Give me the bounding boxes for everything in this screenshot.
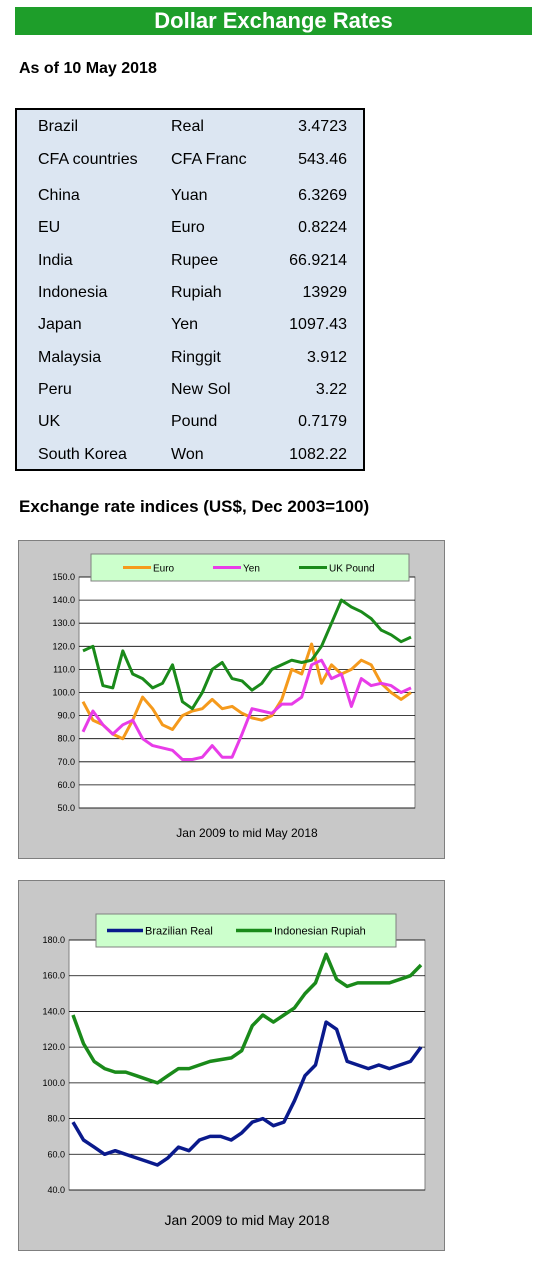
- y-tick-label: 90.0: [57, 711, 75, 721]
- rate-value: 1097.43: [289, 316, 347, 333]
- rate-row: Peru New Sol 3.22: [17, 375, 363, 407]
- rate-country: Indonesia: [38, 284, 108, 301]
- y-tick-label: 140.0: [52, 595, 75, 605]
- y-tick-label: 40.0: [47, 1185, 65, 1195]
- y-tick-label: 100.0: [52, 688, 75, 698]
- rate-value: 3.22: [315, 381, 347, 398]
- legend-label: Euro: [153, 564, 175, 575]
- series-line-euro: [81, 642, 412, 741]
- indices-title: Exchange rate indices (US$, Dec 2003=100…: [19, 497, 370, 516]
- rate-value: 66.9214: [289, 252, 347, 269]
- legend-label: Brazilian Real: [145, 926, 213, 938]
- y-tick-label: 80.0: [57, 734, 75, 744]
- series-line-uk-pound: [82, 598, 412, 711]
- rate-currency: Yen: [171, 316, 198, 333]
- rate-currency: Ringgit: [171, 349, 221, 366]
- y-tick-label: 130.0: [52, 618, 75, 628]
- rate-country: Japan: [38, 316, 82, 333]
- y-tick-label: 100.0: [42, 1078, 65, 1088]
- y-tick-label: 60.0: [47, 1149, 65, 1159]
- rate-row: CFA countries CFA Franc 543.46: [17, 145, 363, 177]
- rate-row: Japan Yen 1097.43: [17, 310, 363, 342]
- rate-currency: Pound: [171, 413, 218, 430]
- series-line-brazilian-real: [71, 1020, 423, 1167]
- rate-value: 3.4723: [298, 118, 347, 135]
- y-tick-label: 110.0: [53, 664, 75, 674]
- rate-value: 3.912: [306, 349, 347, 366]
- series-line-yen: [81, 658, 412, 761]
- rate-row: South Korea Won 1082.22: [17, 440, 363, 472]
- rate-country: India: [38, 252, 73, 269]
- y-tick-label: 160.0: [42, 971, 65, 981]
- y-tick-label: 120.0: [42, 1042, 65, 1052]
- chart-1-svg: 50.0 60.0 70.0 80.0 90.0 100.0 110.0 120.0 130.0…: [52, 553, 416, 840]
- x-axis-label: Jan 2009 to mid May 2018: [176, 826, 318, 840]
- rate-value: 1082.22: [289, 446, 347, 463]
- y-tick-label: 80.0: [47, 1114, 65, 1124]
- rate-country: Brazil: [38, 118, 79, 135]
- rate-currency: Real: [171, 118, 204, 135]
- chart-emerging-currencies: 40.0 60.0 80.0 100.0 120.0 140.0 160.0 180.0 Bra…: [18, 880, 445, 1251]
- rate-row: UK Pound 0.7179: [17, 407, 363, 439]
- page-banner: Dollar Exchange Rates: [15, 7, 532, 35]
- rate-row: Brazil Real 3.4723: [17, 112, 363, 144]
- rate-currency: Euro: [171, 219, 205, 236]
- rate-row: China Yuan 6.3269: [17, 181, 363, 213]
- y-tick-label: 50.0: [57, 803, 75, 813]
- rate-country: UK: [38, 413, 61, 430]
- rate-country: CFA countries: [38, 151, 138, 168]
- y-tick-label: 150.0: [52, 572, 75, 582]
- rate-country: China: [38, 187, 80, 204]
- legend-label: UK Pound: [329, 564, 375, 575]
- rate-country: Peru: [38, 381, 72, 398]
- rate-row: India Rupee 66.9214: [17, 246, 363, 278]
- rate-country: EU: [38, 219, 61, 236]
- rate-currency: Rupee: [171, 252, 219, 269]
- rate-country: South Korea: [38, 446, 127, 463]
- as-of-date: As of 10 May 2018: [19, 60, 157, 77]
- y-tick-label: 140.0: [42, 1006, 65, 1016]
- y-tick-label: 120.0: [52, 641, 75, 651]
- rate-value: 6.3269: [298, 187, 347, 204]
- chart-major-currencies: 50.0 60.0 70.0 80.0 90.0 100.0 110.0 120.0 130.0…: [18, 540, 445, 859]
- rate-country: Malaysia: [38, 349, 102, 366]
- rate-row: EU Euro 0.8224: [17, 213, 363, 245]
- legend-label: Indonesian Rupiah: [274, 926, 366, 938]
- rate-currency: New Sol: [171, 381, 231, 398]
- rate-currency: Rupiah: [171, 284, 222, 301]
- y-tick-label: 180.0: [42, 935, 65, 945]
- chart-2-svg: 40.0 60.0 80.0 100.0 120.0 140.0 160.0 180.0 Bra…: [42, 913, 426, 1228]
- y-tick-label: 70.0: [57, 757, 75, 767]
- rate-row: Indonesia Rupiah 13929: [17, 278, 363, 310]
- x-axis-label: Jan 2009 to mid May 2018: [165, 1212, 330, 1228]
- rate-currency: Yuan: [171, 187, 208, 204]
- rate-value: 13929: [302, 284, 348, 301]
- rate-row: Malaysia Ringgit 3.912: [17, 343, 363, 375]
- legend-label: Yen: [243, 564, 260, 575]
- rate-currency: CFA Franc: [171, 151, 247, 168]
- rates-table: Brazil Real 3.4723 CFA countries CFA Franc 54…: [15, 108, 365, 471]
- y-tick-label: 60.0: [57, 780, 75, 790]
- rate-value: 543.46: [298, 151, 347, 168]
- rate-value: 0.7179: [298, 413, 347, 430]
- series-line-indonesian-rupiah: [71, 952, 423, 1085]
- rate-value: 0.8224: [298, 219, 347, 236]
- rate-currency: Won: [171, 446, 204, 463]
